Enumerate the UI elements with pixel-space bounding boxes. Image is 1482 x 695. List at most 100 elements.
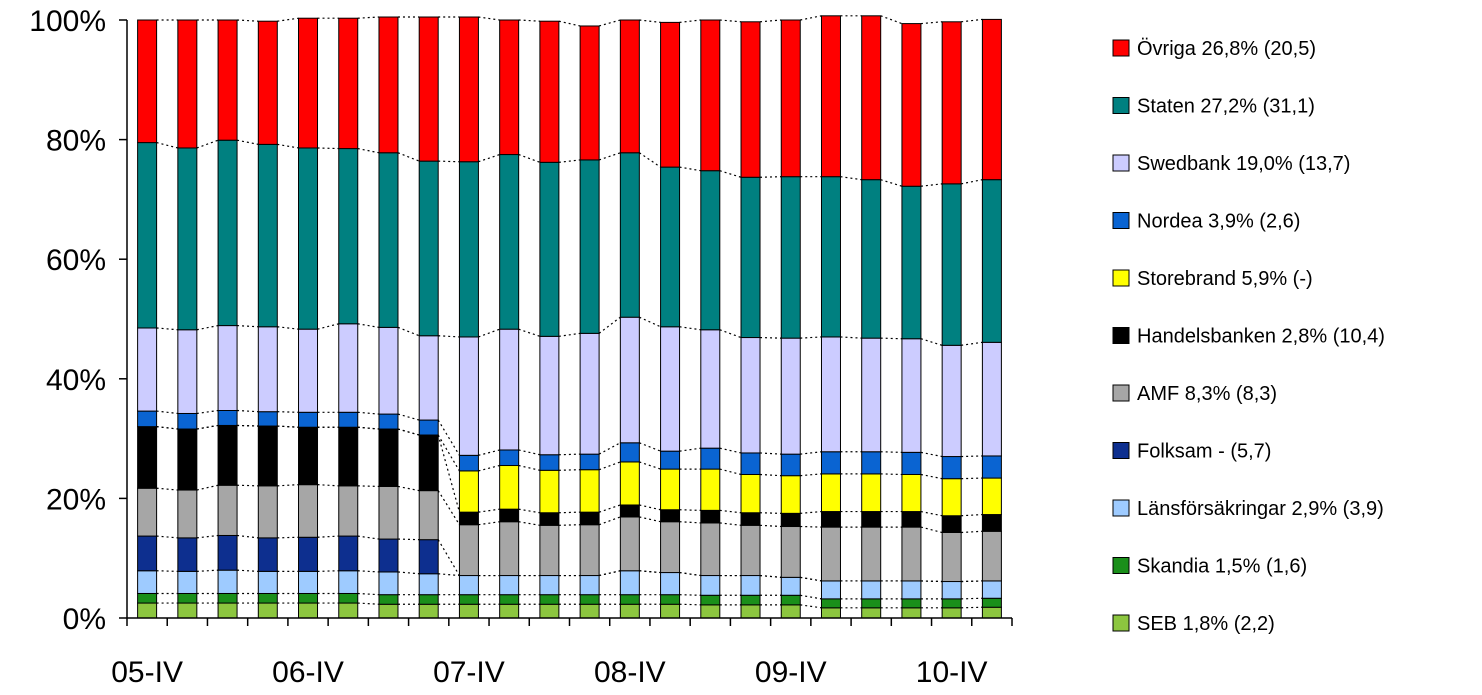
y-tick-label: 0% [63,603,106,636]
bar-segment [820,607,841,619]
x-tick-label: 10-IV [916,656,988,689]
y-tick-label: 40% [46,364,106,397]
bar-segment [700,604,721,619]
connector-line [639,152,661,168]
legend-swatch [1112,269,1130,287]
bar-segment [338,426,359,487]
bar-segment [579,159,600,334]
connector-line [277,425,299,428]
connector-line [478,153,500,163]
bar-segment [298,411,319,428]
bar-segment [458,524,479,577]
bar-segment [177,537,198,572]
bar-segment [941,344,962,458]
connector-line [478,449,500,456]
bar-segment [539,575,560,596]
connector-line [679,326,701,331]
connector-line [800,525,822,528]
bar-segment [660,166,681,328]
bar-segment [941,607,962,619]
connector-line [357,592,380,596]
bar-segment [660,468,681,511]
connector-line [880,15,903,25]
bar-segment [499,449,520,467]
connector-line [800,594,822,600]
bar-segment [217,592,238,604]
bar-segment [539,603,560,619]
bar-segment [177,412,198,430]
bar-segment [740,524,761,577]
x-tick-label: 06-IV [272,656,344,689]
legend-label: Nordea 3,9% (2,6) [1137,211,1300,233]
bar-segment [981,606,1002,619]
bar-segment [981,514,1002,532]
bar-segment [499,508,520,523]
connector-line [478,328,500,338]
connector-line [357,147,380,154]
bar-segment [740,21,761,178]
legend-label: Övriga 26,8% (20,5) [1137,38,1316,60]
connector-line [237,534,259,539]
connector-line [880,179,903,187]
connector-line [800,451,822,455]
connector-line [277,536,299,539]
bar-segment [901,451,922,475]
connector-line [277,411,299,413]
connector-line [277,17,299,22]
connector-line [196,424,219,430]
bar-segment [820,580,841,600]
connector-line [800,510,822,514]
connector-line [518,153,541,163]
bar-segment [981,18,1002,181]
connector-line [840,336,862,339]
connector-line [920,580,943,583]
connector-line [437,419,460,456]
connector-line [598,316,621,334]
bar-segment [901,598,922,609]
bar-segment [901,580,922,600]
connector-line [800,336,822,339]
bar-segment [780,176,801,339]
bar-segment [177,489,198,539]
bar-segment [217,484,238,536]
bar-segment [137,602,158,619]
bar-segment [981,597,1002,608]
bar-segment [137,535,158,572]
connector-line [920,510,943,517]
bar-segment [981,530,1002,582]
legend-swatch [1112,212,1130,229]
bar-segment [539,454,560,471]
bar-segment [941,478,962,517]
connector-line [639,516,661,523]
bar-segment [338,485,359,537]
connector-line [237,424,259,427]
bar-segment [700,594,721,606]
bar-segment [257,20,278,145]
bar-segment [820,526,841,582]
connector-line [639,19,661,23]
legend-label: Swedbank 19,0% (13,7) [1137,153,1350,175]
connector-line [357,535,380,540]
connector-line [478,464,500,472]
connector-line [518,19,540,22]
bar-segment [378,485,399,540]
connector-line [558,159,581,163]
bar-segment [499,521,520,577]
connector-line [598,442,621,455]
bar-segment [177,592,198,604]
bar-segment [499,575,520,596]
bar-segment [660,450,681,470]
connector-line [196,484,219,491]
bar-segment [137,327,158,412]
bar-segment [378,571,399,596]
bar-segment [177,329,198,414]
connector-line [558,511,581,514]
bar-segment [137,570,158,594]
bar-segment [539,469,560,514]
bar-segment [418,16,439,162]
bar-segment [740,604,761,619]
bar-segment [418,573,439,596]
connector-line [759,19,782,23]
connector-line [397,428,420,436]
bar-segment [700,447,721,470]
